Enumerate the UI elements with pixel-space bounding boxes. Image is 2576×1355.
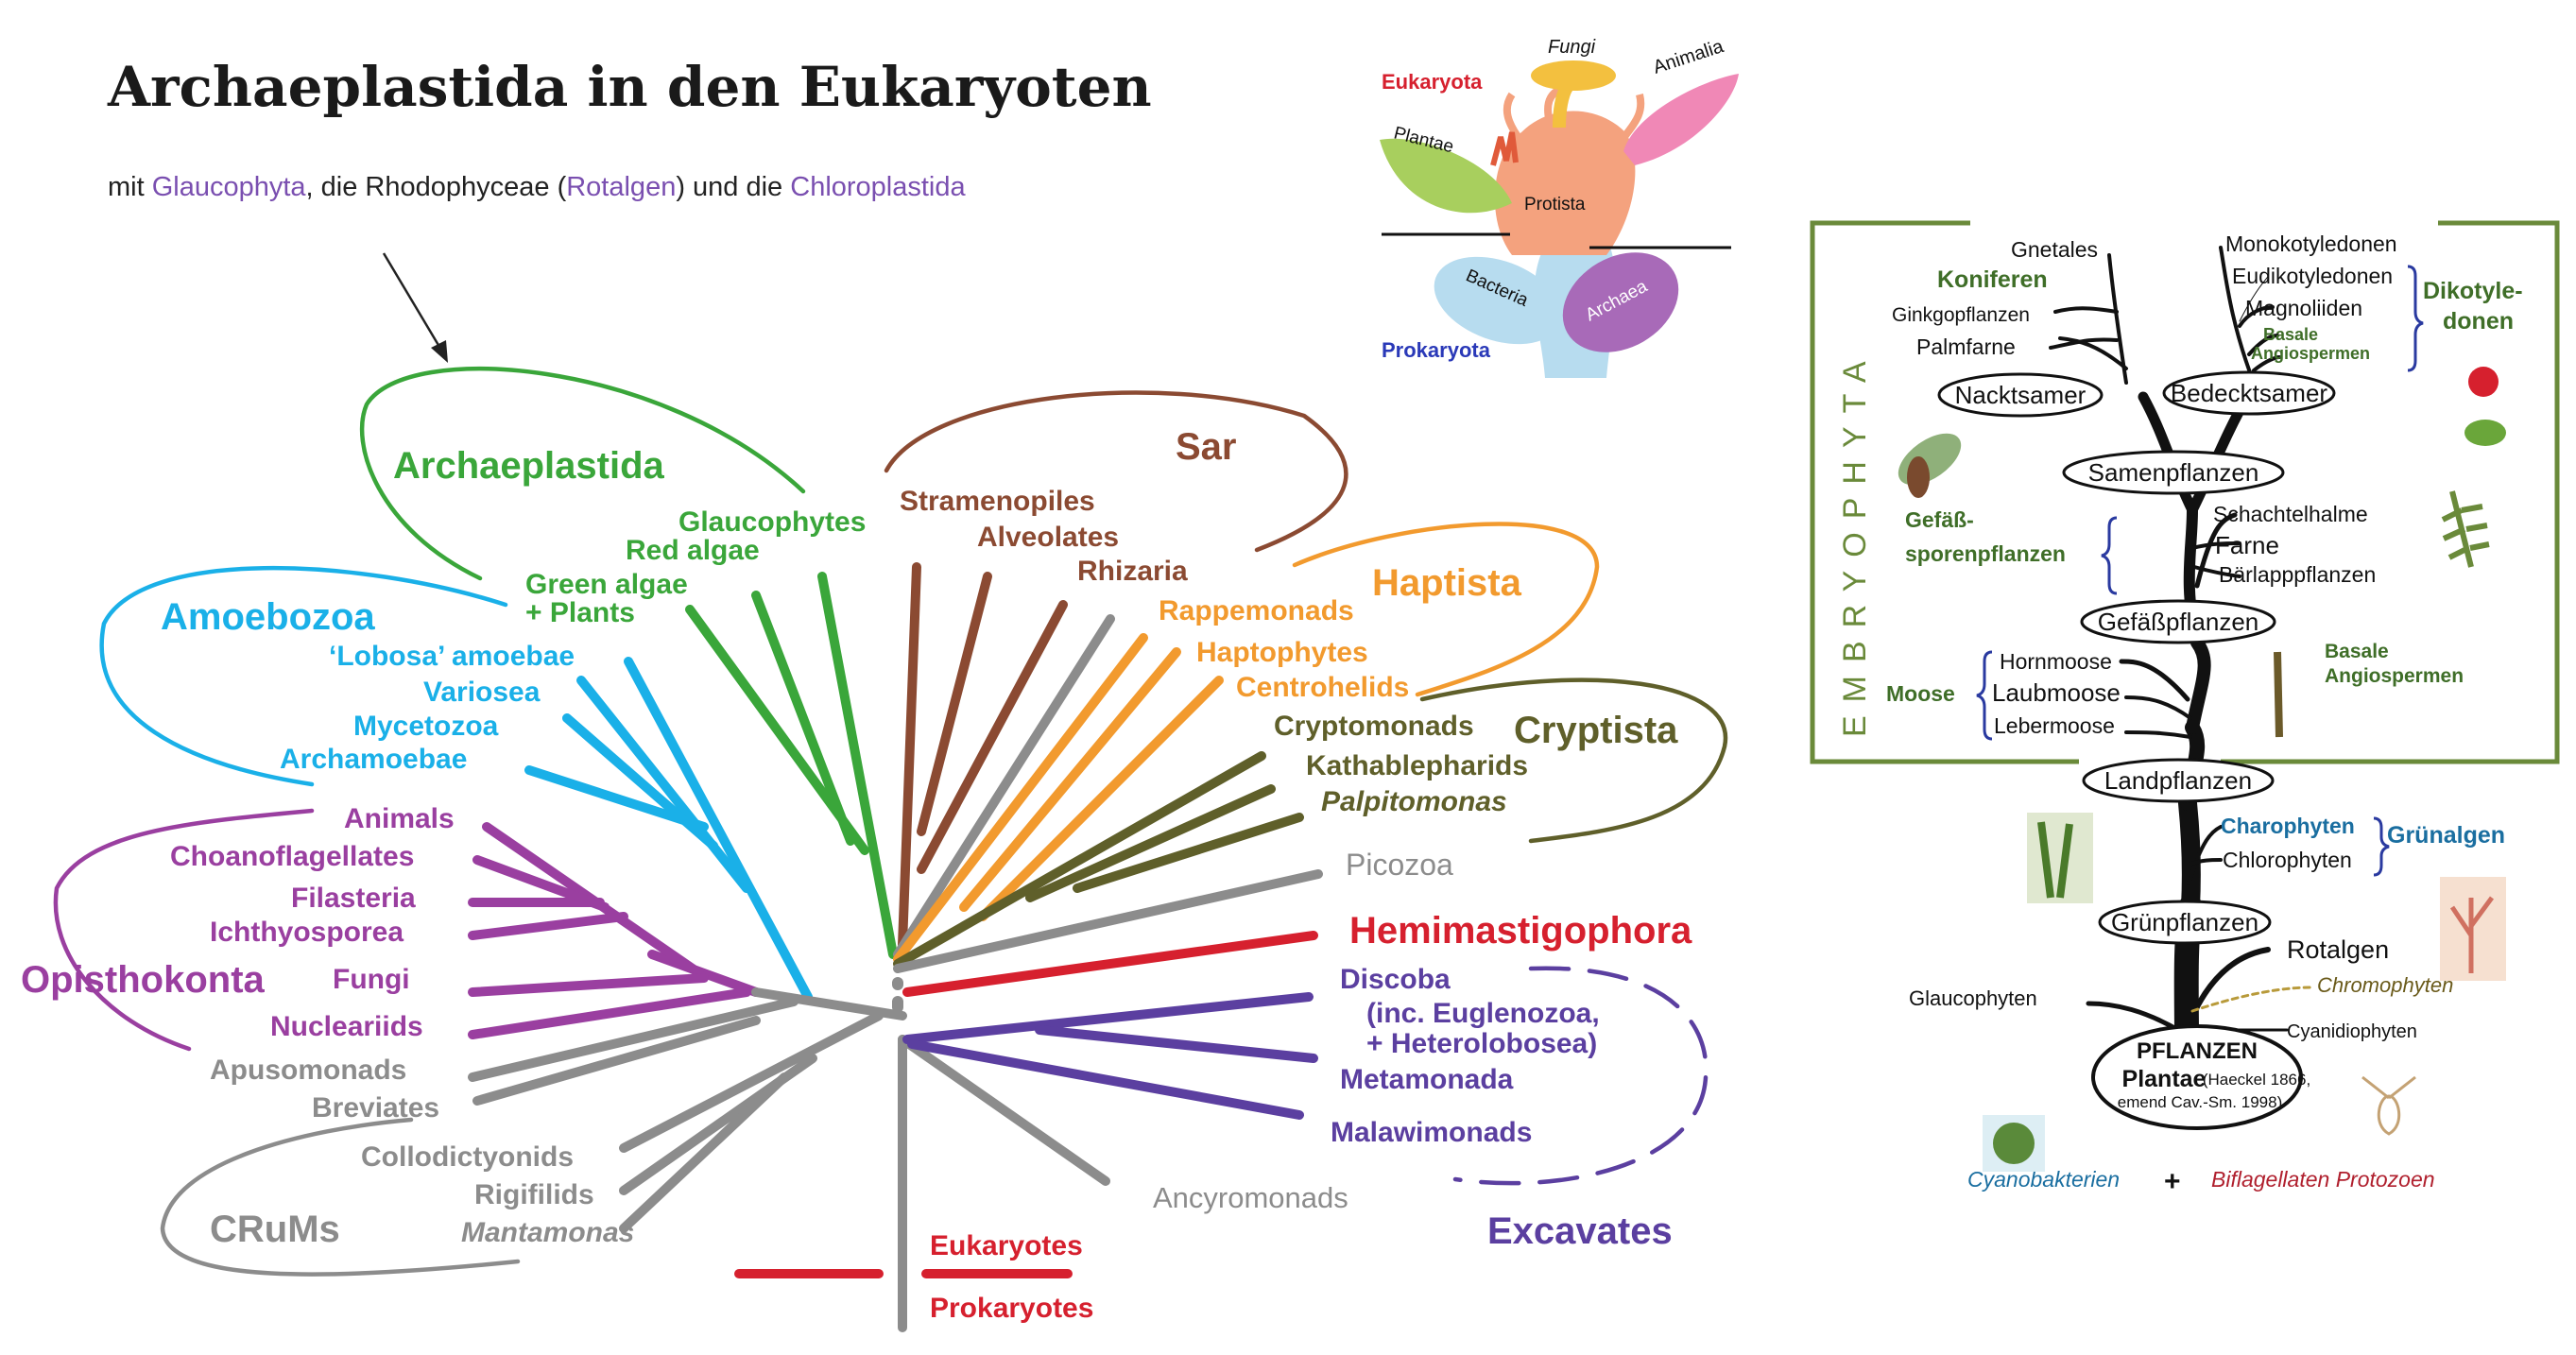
taxon-variosea: Variosea	[423, 677, 541, 708]
label-amoebozoa: Amoebozoa	[161, 596, 375, 638]
taxon-picozoa: Picozoa	[1346, 848, 1453, 882]
taxon-discoba-3: + Heterolobosea)	[1366, 1028, 1597, 1059]
label-cryptista: Cryptista	[1514, 710, 1678, 751]
haptista-outline	[1292, 522, 1600, 697]
taxon-discoba: Discoba	[1340, 964, 1451, 995]
label-sar: Sar	[1176, 426, 1237, 468]
taxon-metamonada: Metamonada	[1340, 1064, 1514, 1095]
taxon-alveolates: Alveolates	[977, 522, 1119, 553]
taxon-haptophytes: Haptophytes	[1196, 637, 1368, 668]
taxon-mycetozoa: Mycetozoa	[353, 711, 499, 742]
legend-eukaryotes: Eukaryotes	[930, 1230, 1083, 1261]
label-crums: CRuMs	[210, 1209, 340, 1250]
taxon-ancyromonads: Ancyromonads	[1153, 1181, 1348, 1214]
legend-prokaryotes: Prokaryotes	[930, 1293, 1093, 1324]
taxon-apusomonads: Apusomonads	[210, 1055, 406, 1086]
taxon-cryptomonads: Cryptomonads	[1274, 711, 1474, 742]
taxon-filasteria: Filasteria	[291, 883, 416, 914]
archaeplastida-outline	[359, 367, 806, 581]
excavates-outline	[1452, 966, 1709, 1186]
taxon-lobosa: ‘Lobosa’ amoebae	[329, 641, 575, 672]
taxon-collodictyonids: Collodictyonids	[361, 1141, 574, 1173]
cryptista-outline	[1419, 678, 1728, 844]
taxon-rigifilids: Rigifilids	[474, 1179, 594, 1210]
taxon-centrohelids: Centrohelids	[1236, 672, 1409, 703]
taxon-green-algae: Green algae	[525, 569, 688, 600]
taxon-kathablepharids: Kathablepharids	[1306, 750, 1528, 781]
label-opisthokonta: Opisthokonta	[21, 959, 266, 1001]
glaucophyta-link[interactable]: Glaucophyta	[151, 172, 306, 202]
subtitle-prefix: mit	[108, 172, 152, 202]
opisthokonta-outline	[53, 808, 315, 1052]
taxon-rappemonads: Rappemonads	[1159, 595, 1354, 626]
subtitle-mid1: , die Rhodophyceae (	[305, 172, 567, 202]
taxon-stramenopiles: Stramenopiles	[900, 486, 1095, 517]
label-excavates: Excavates	[1487, 1210, 1673, 1252]
taxon-archamoebae: Archamoebae	[280, 744, 467, 775]
pointer-arrow	[382, 252, 448, 363]
taxon-choanoflagellates: Choanoflagellates	[170, 841, 414, 872]
taxon-breviates: Breviates	[312, 1092, 439, 1123]
taxon-animals: Animals	[344, 803, 455, 834]
taxon-red-algae: Red algae	[626, 535, 760, 566]
amoebozoa-outline	[99, 566, 508, 787]
rotalgen-link[interactable]: Rotalgen	[566, 172, 677, 202]
label-hemimastigophora: Hemimastigophora	[1349, 910, 1692, 952]
taxon-ichthyosporea: Ichthyosporea	[210, 917, 404, 948]
taxon-rhizaria: Rhizaria	[1077, 556, 1188, 587]
crums-outline	[160, 1117, 521, 1277]
taxon-nucleariids: Nucleariids	[270, 1011, 423, 1042]
taxon-plants: + Plants	[525, 597, 635, 628]
subtitle: mit Glaucophyta, die Rhodophyceae (Rotal…	[108, 172, 966, 203]
label-haptista: Haptista	[1372, 562, 1522, 604]
chloroplastida-link[interactable]: Chloroplastida	[790, 172, 966, 202]
sar-outline	[884, 390, 1348, 553]
taxon-fungi: Fungi	[333, 964, 410, 995]
taxon-palpitomonas: Palpitomonas	[1321, 786, 1507, 817]
taxon-glaucophytes: Glaucophytes	[678, 506, 866, 538]
taxon-discoba-2: (inc. Euglenozoa,	[1366, 998, 1600, 1029]
taxon-mantamonas: Mantamonas	[461, 1217, 634, 1248]
page-title: Archaeplastida in den Eukaryoten	[108, 55, 1152, 119]
subtitle-mid2: ) und die	[676, 172, 791, 202]
label-archaeplastida: Archaeplastida	[393, 445, 665, 487]
taxon-malawimonads: Malawimonads	[1331, 1117, 1532, 1148]
